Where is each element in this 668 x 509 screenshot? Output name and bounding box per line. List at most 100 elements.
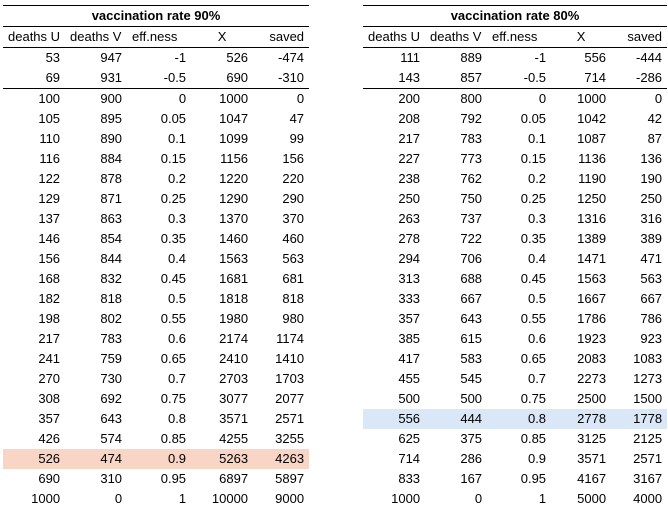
cell-x: 1471 [577,251,607,266]
cell-x: 1290 [219,191,249,206]
cell-saved: 190 [640,171,663,186]
cell-effectiveness: 0.15 [520,151,547,166]
cell-deaths-u: 111 [400,50,421,65]
cell-effectiveness: 0.05 [160,111,187,126]
cell-deaths-u: 122 [38,171,61,186]
cell-deaths-u: 357 [398,311,421,326]
table-row: 217 783 0.1 1087 87 [363,129,667,149]
cell-effectiveness: 0.4 [527,251,547,266]
table-row: 455 545 0.7 2273 1273 [363,369,667,389]
table-row: 182 818 0.5 1818 818 [3,289,309,309]
cell-effectiveness: 0.65 [160,351,187,366]
cell-deaths-v: 583 [460,351,483,366]
cell-x: 4167 [577,471,607,486]
table-row: 143 857 -0.5 714 -286 [363,68,668,89]
column-header-saved: saved [253,26,310,48]
cell-effectiveness: 0.35 [160,231,187,246]
cell-deaths-v: 878 [100,171,123,186]
cell-deaths-v: 762 [460,171,483,186]
cell-effectiveness: 1 [538,491,547,506]
table-row: 241 759 0.65 2410 1410 [3,349,309,369]
table-row: 417 583 0.65 2083 1083 [363,349,667,369]
cell-deaths-u: 250 [398,191,421,206]
table-row: 263 737 0.3 1316 316 [363,209,667,229]
cell-x: 2778 [551,409,612,429]
cell-deaths-u: 357 [38,411,61,426]
cell-saved: 136 [640,151,663,166]
column-header-deaths-v: deaths V [425,26,488,48]
cell-saved: 1083 [633,351,663,366]
cell-deaths-v: 667 [460,291,483,306]
cell-x: 1681 [219,271,249,286]
cell-deaths-u: 556 [363,409,426,429]
column-header-effectiveness: eff.ness [127,26,192,48]
cell-effectiveness: 0 [538,91,547,106]
cell-deaths-u: 308 [38,391,61,406]
cell-deaths-u: 129 [38,191,61,206]
cell-deaths-u: 417 [398,351,421,366]
cell-effectiveness: 0.45 [520,271,547,286]
cell-saved: 923 [640,331,663,346]
cell-deaths-u: 53 [45,50,61,65]
cell-deaths-u: 625 [398,431,421,446]
table-row: 129 871 0.25 1290 290 [3,189,309,209]
column-header-x: X [191,26,254,48]
cell-effectiveness: 0.7 [167,371,187,386]
cell-effectiveness: 0.45 [160,271,187,286]
cell-effectiveness: 0.85 [160,431,187,446]
cell-deaths-v: 890 [100,131,123,146]
cell-saved: 2125 [633,431,663,446]
cell-x: 1099 [219,131,249,146]
cell-deaths-u: 208 [398,111,421,126]
cell-effectiveness: 0.55 [160,311,187,326]
table-row: 156 844 0.4 1563 563 [3,249,309,269]
table-row: 208 792 0.05 1042 42 [363,109,667,129]
cell-deaths-v: 615 [460,331,483,346]
cell-deaths-u: 200 [398,91,421,106]
table-row: 168 832 0.45 1681 681 [3,269,309,289]
cell-deaths-u: 110 [39,131,61,146]
cell-x: 714 [551,68,612,89]
table-row: 116 884 0.15 1156 156 [3,149,309,169]
cell-deaths-v: 832 [100,271,123,286]
cell-effectiveness: 1 [178,491,187,506]
table-row: 227 773 0.15 1136 136 [363,149,667,169]
cell-deaths-v: 818 [100,291,123,306]
cell-deaths-u: 833 [398,471,421,486]
cell-x: 5000 [577,491,607,506]
cell-deaths-v: 857 [425,68,488,89]
table-row: 1000 0 1 5000 4000 [363,489,667,509]
cell-deaths-u: 238 [398,171,421,186]
column-header-deaths-u: deaths U [3,26,66,48]
cell-saved: 1174 [276,331,305,346]
cell-saved: 42 [647,111,663,126]
cell-effectiveness: 0.1 [527,131,547,146]
column-header-deaths-v: deaths V [65,26,128,48]
cell-deaths-u: 526 [3,449,66,469]
cell-deaths-v: 884 [100,151,123,166]
cell-effectiveness: 0.8 [167,411,187,426]
cell-x: 4255 [219,431,249,446]
cell-effectiveness: -0.5 [127,68,192,89]
cell-deaths-v: 444 [425,409,488,429]
cell-deaths-v: 545 [460,371,483,386]
table-row-highlighted: 526 474 0.9 5263 4263 [3,449,310,469]
cell-deaths-v: 574 [100,431,123,446]
table-vaccination-80: vaccination rate 80% deaths U deaths V e… [363,5,668,509]
table-row: 270 730 0.7 2703 1703 [3,369,309,389]
cell-deaths-v: 900 [100,91,123,106]
cell-saved: 4263 [253,449,310,469]
cell-saved: 3167 [633,471,663,486]
cell-deaths-v: 802 [100,311,123,326]
cell-saved: 980 [282,311,305,326]
cell-effectiveness: 0.6 [167,331,187,346]
table-row: 357 643 0.55 1786 786 [363,309,667,329]
cell-x: 2174 [219,331,249,346]
cell-effectiveness: 0.9 [127,449,192,469]
cell-deaths-v: 854 [100,231,123,246]
cell-x: 1190 [578,171,607,186]
cell-saved: 2571 [275,411,305,426]
cell-x: 5263 [191,449,254,469]
column-header-saved: saved [611,26,668,48]
cell-saved: 9000 [275,491,305,506]
